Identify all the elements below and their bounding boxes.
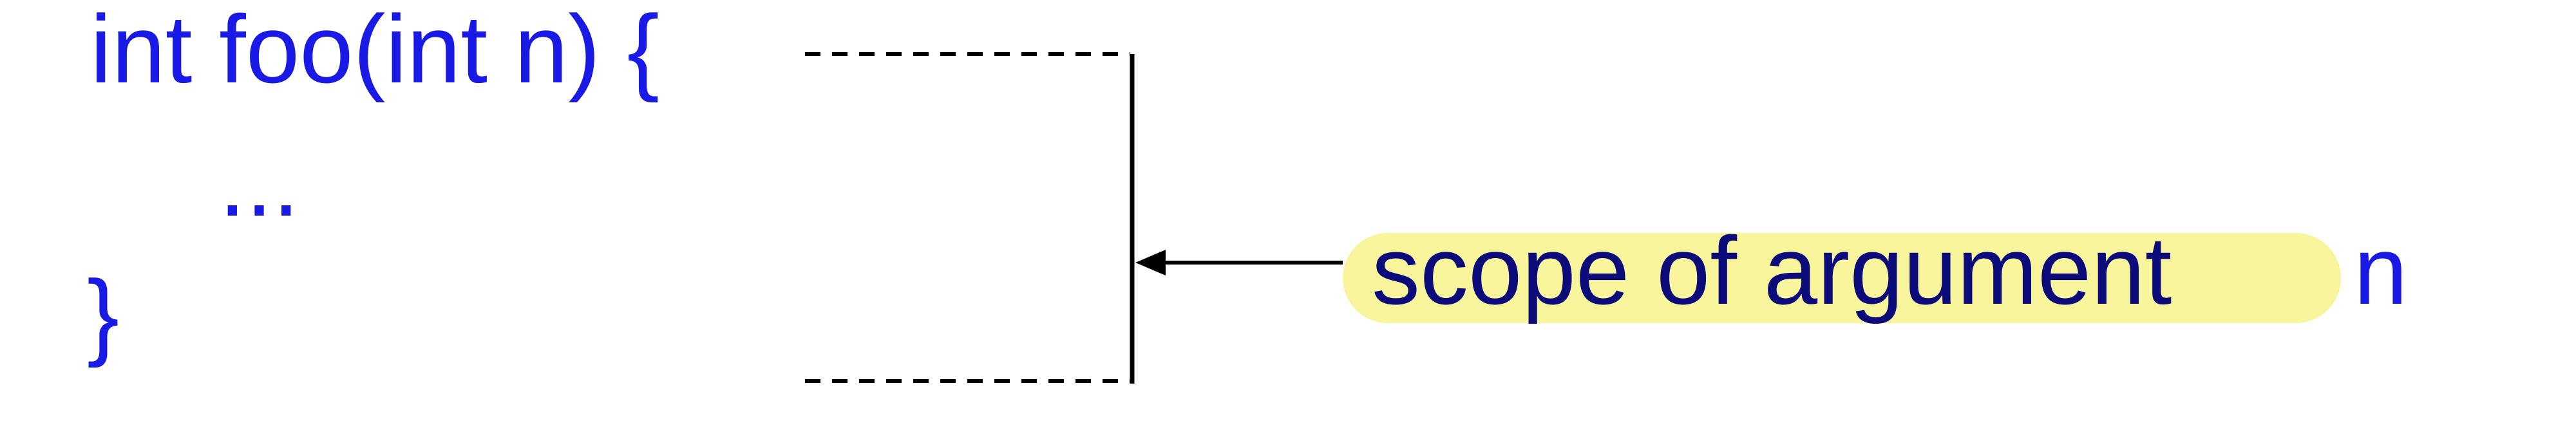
label-highlight bbox=[1343, 233, 2341, 323]
scope-arrow-head bbox=[1135, 250, 1166, 275]
scope-label: scope of argument bbox=[1372, 216, 2172, 324]
code-line-body: ... bbox=[219, 128, 299, 236]
scope-variable: n bbox=[2354, 216, 2407, 324]
code-line-close: } bbox=[87, 260, 119, 368]
code-line-signature: int foo(int n) { bbox=[90, 0, 659, 103]
